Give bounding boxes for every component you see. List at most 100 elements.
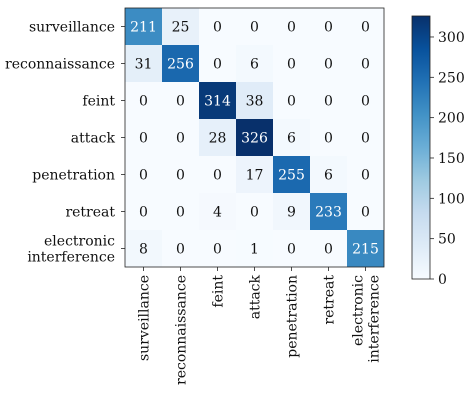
- heatmap-cell: [162, 119, 199, 156]
- cell-value-label: 256: [167, 57, 194, 73]
- cell-value-label: 0: [287, 57, 296, 73]
- cell-value-label: 211: [130, 20, 157, 36]
- cell-value-label: 215: [352, 242, 379, 258]
- cell-value-label: 0: [213, 57, 222, 73]
- row-label-line: electronic: [44, 234, 115, 250]
- column-label: attack: [248, 274, 264, 319]
- column-label-line: attack: [248, 274, 264, 319]
- cell-value-label: 0: [176, 94, 185, 110]
- cell-value-label: 0: [250, 20, 259, 36]
- cell-value-label: 0: [361, 205, 370, 221]
- column-label: surveillance: [137, 275, 153, 361]
- heatmap-cell: [347, 193, 384, 230]
- cell-value-label: 0: [213, 168, 222, 184]
- heatmap-cell: [236, 82, 273, 119]
- heatmap-cells: [125, 8, 384, 267]
- cell-value-label: 233: [315, 205, 342, 221]
- row-label: feint: [82, 94, 115, 110]
- cell-value-label: 1: [250, 242, 259, 258]
- heatmap-cell: [125, 82, 162, 119]
- cell-value-label: 6: [324, 168, 333, 184]
- row-label: electronic interference: [27, 234, 115, 266]
- column-label: retreat: [322, 275, 338, 325]
- row-label: retreat: [65, 205, 115, 221]
- heatmap-cell: [125, 230, 162, 267]
- colorbar-tick-label: 300: [438, 30, 465, 46]
- cell-value-label: 0: [324, 20, 333, 36]
- heatmap-cell: [236, 8, 273, 45]
- cell-value-label: 17: [246, 168, 264, 184]
- column-label-line: electronic: [351, 275, 367, 346]
- heatmap-cell: [199, 8, 236, 45]
- heatmap-cell: [310, 230, 347, 267]
- cell-value-label: 9: [287, 205, 296, 221]
- cell-value-label: 25: [172, 20, 190, 36]
- heatmap-cell: [273, 8, 310, 45]
- heatmap-cell: [199, 230, 236, 267]
- row-label: reconnaissance: [5, 57, 115, 73]
- row-label-line: penetration: [32, 168, 115, 184]
- column-label-line: interference: [367, 275, 383, 363]
- cell-value-label: 28: [209, 131, 227, 147]
- row-label-line: surveillance: [29, 20, 115, 36]
- heatmap-cell: [199, 156, 236, 193]
- heatmap-cell: [310, 119, 347, 156]
- heatmap-cell: [347, 230, 384, 267]
- cell-value-label: 0: [176, 131, 185, 147]
- heatmap-cell: [236, 230, 273, 267]
- heatmap-cell: [347, 45, 384, 82]
- column-labels: surveillance reconnaissance feint attack pen…: [137, 267, 383, 385]
- cell-value-label: 0: [250, 205, 259, 221]
- column-label-line: feint: [211, 275, 227, 308]
- cell-value-label: 0: [324, 242, 333, 258]
- cell-value-label: 0: [139, 205, 148, 221]
- heatmap-cell: [236, 156, 273, 193]
- cell-value-label: 0: [176, 205, 185, 221]
- cell-value-label: 0: [139, 94, 148, 110]
- heatmap-cell: [310, 193, 347, 230]
- heatmap-cell: [273, 82, 310, 119]
- heatmap-cell: [125, 45, 162, 82]
- cell-value-label: 255: [278, 168, 305, 184]
- heatmap-cell: [310, 8, 347, 45]
- cell-value-label: 0: [287, 242, 296, 258]
- colorbar-tick-label: 50: [438, 232, 456, 248]
- column-label-line: reconnaissance: [174, 275, 190, 385]
- cell-value-label: 0: [176, 168, 185, 184]
- cell-value-label: 0: [361, 20, 370, 36]
- heatmap-cell: [236, 119, 273, 156]
- colorbar-tick-label: 200: [438, 111, 465, 127]
- cell-value-label: 0: [324, 131, 333, 147]
- colorbar-tick-label: 250: [438, 70, 465, 86]
- heatmap-cell: [199, 82, 236, 119]
- heatmap-cell: [162, 8, 199, 45]
- row-label-line: feint: [82, 94, 115, 110]
- heatmap-cell: [273, 230, 310, 267]
- cell-value-label: 6: [287, 131, 296, 147]
- heatmap-cell: [125, 119, 162, 156]
- colorbar-tick-label: 150: [438, 151, 465, 167]
- row-label: penetration: [32, 168, 115, 184]
- heatmap-cell: [199, 193, 236, 230]
- heatmap-cell: [310, 156, 347, 193]
- cell-value-label: 4: [213, 205, 222, 221]
- heatmap-cell: [125, 156, 162, 193]
- cell-value-label: 0: [361, 168, 370, 184]
- row-label-line: reconnaissance: [5, 57, 115, 73]
- cell-value-label: 0: [213, 242, 222, 258]
- row-label: attack: [71, 131, 116, 147]
- cell-value-label: 0: [361, 94, 370, 110]
- cell-value-label: 0: [361, 131, 370, 147]
- colorbar-tick-label: 0: [438, 272, 447, 288]
- heatmap-cell: [273, 45, 310, 82]
- cell-value-label: 0: [176, 242, 185, 258]
- heatmap-cell: [347, 119, 384, 156]
- cell-value-label: 314: [204, 94, 231, 110]
- heatmap-cell: [347, 82, 384, 119]
- heatmap-cell: [273, 193, 310, 230]
- colorbar: [411, 15, 431, 280]
- cell-value-label: 0: [287, 94, 296, 110]
- cell-value-label: 0: [361, 57, 370, 73]
- heatmap-cell: [273, 156, 310, 193]
